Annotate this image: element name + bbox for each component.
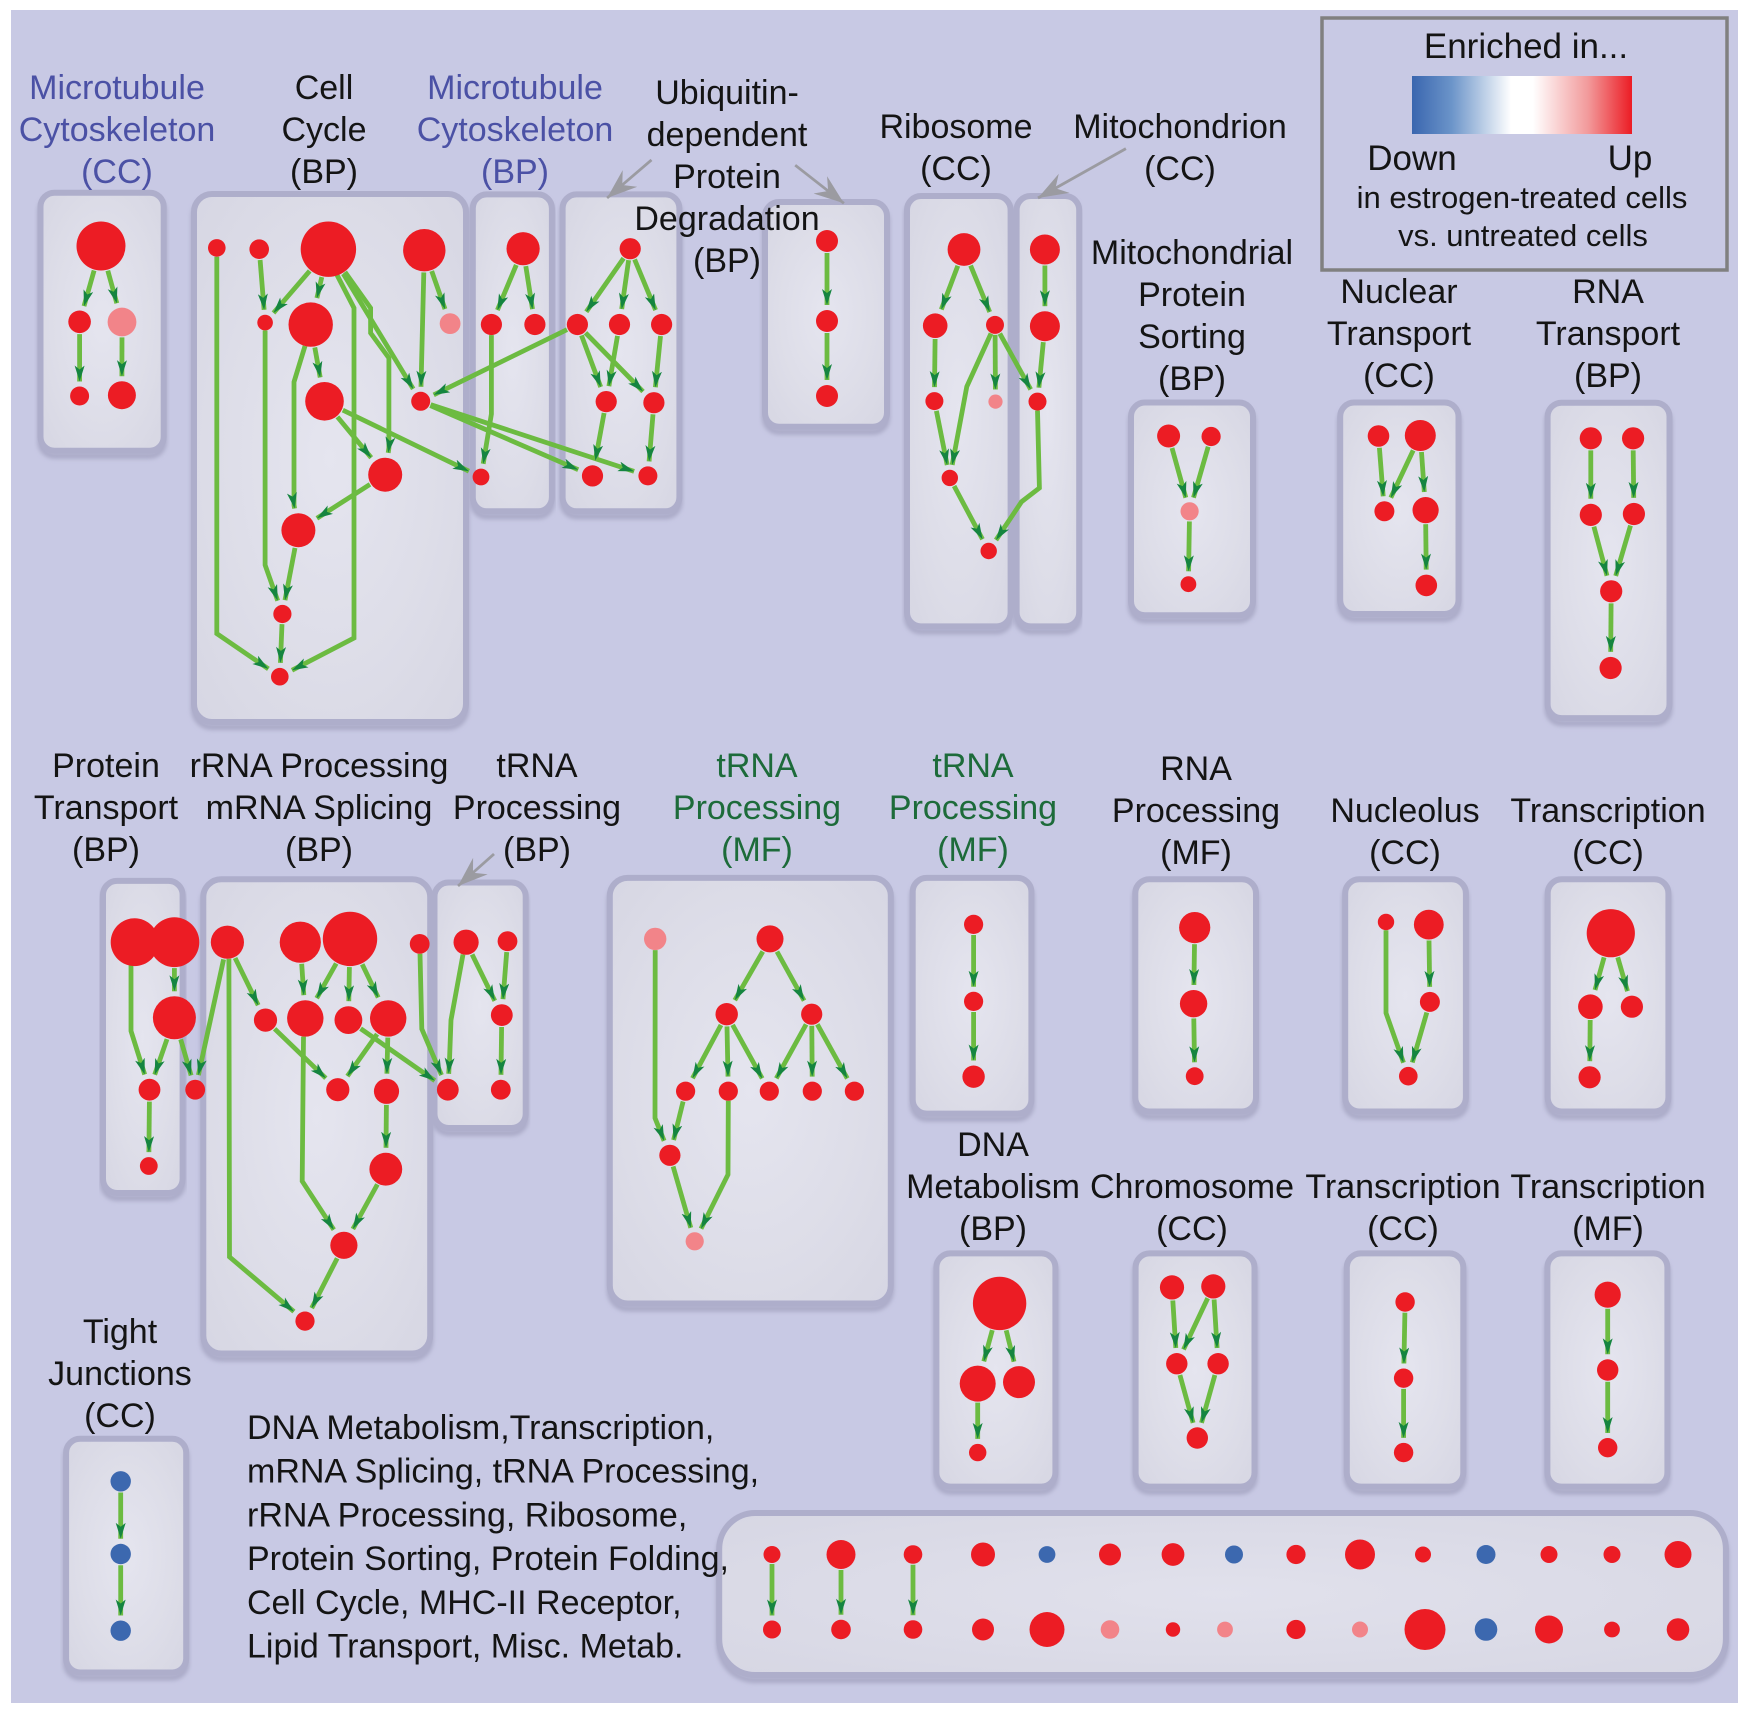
svg-text:Nucleolus: Nucleolus: [1330, 792, 1479, 830]
svg-text:RNA: RNA: [1572, 273, 1644, 311]
svg-text:Cycle: Cycle: [281, 111, 366, 149]
svg-text:mRNA Splicing, tRNA Processing: mRNA Splicing, tRNA Processing,: [247, 1453, 759, 1491]
svg-text:Ribosome: Ribosome: [879, 108, 1032, 146]
svg-text:(MF): (MF): [1160, 834, 1232, 872]
svg-text:Ubiquitin-: Ubiquitin-: [655, 74, 799, 112]
svg-text:Metabolism: Metabolism: [906, 1168, 1080, 1206]
svg-text:(CC): (CC): [81, 153, 153, 191]
svg-text:Nuclear: Nuclear: [1340, 273, 1457, 311]
svg-text:Processing: Processing: [673, 789, 841, 827]
svg-text:Processing: Processing: [453, 789, 621, 827]
svg-text:Junctions: Junctions: [48, 1355, 192, 1393]
svg-text:rRNA Processing: rRNA Processing: [190, 747, 449, 785]
svg-text:Cell: Cell: [295, 69, 354, 107]
svg-text:Protein: Protein: [1138, 276, 1246, 314]
svg-text:DNA Metabolism,Transcription,: DNA Metabolism,Transcription,: [247, 1409, 714, 1447]
svg-text:dependent: dependent: [647, 116, 808, 154]
svg-text:(CC): (CC): [920, 150, 992, 188]
svg-text:rRNA Processing, Ribosome,: rRNA Processing, Ribosome,: [247, 1496, 687, 1534]
svg-text:(MF): (MF): [937, 831, 1009, 869]
svg-text:Chromosome: Chromosome: [1090, 1168, 1294, 1206]
svg-text:(MF): (MF): [721, 831, 793, 869]
svg-text:Up: Up: [1608, 139, 1653, 178]
svg-text:Transcription: Transcription: [1510, 792, 1705, 830]
svg-text:(BP): (BP): [1158, 360, 1226, 398]
svg-text:(BP): (BP): [959, 1210, 1027, 1248]
svg-text:Cytoskeleton: Cytoskeleton: [417, 111, 614, 149]
svg-text:Enriched in...: Enriched in...: [1424, 27, 1628, 66]
svg-text:Processing: Processing: [889, 789, 1057, 827]
svg-text:vs. untreated cells: vs. untreated cells: [1398, 218, 1648, 253]
svg-text:(CC): (CC): [84, 1397, 156, 1435]
svg-text:Lipid Transport, Misc. Metab.: Lipid Transport, Misc. Metab.: [247, 1628, 684, 1666]
svg-text:Sorting: Sorting: [1138, 318, 1246, 356]
svg-text:RNA: RNA: [1160, 750, 1232, 788]
svg-text:Microtubule: Microtubule: [29, 69, 205, 107]
svg-text:tRNA: tRNA: [496, 747, 578, 785]
svg-text:Cell Cycle, MHC-II Receptor,: Cell Cycle, MHC-II Receptor,: [247, 1584, 682, 1622]
svg-text:(CC): (CC): [1369, 834, 1441, 872]
svg-text:Protein: Protein: [673, 158, 781, 196]
svg-text:(CC): (CC): [1367, 1210, 1439, 1248]
svg-text:Transcription: Transcription: [1510, 1168, 1705, 1206]
svg-text:(BP): (BP): [72, 831, 140, 869]
svg-text:Cytoskeleton: Cytoskeleton: [19, 111, 216, 149]
svg-text:Transport: Transport: [1327, 315, 1472, 353]
svg-text:Transport: Transport: [34, 789, 179, 827]
svg-text:Transcription: Transcription: [1305, 1168, 1500, 1206]
svg-text:Transport: Transport: [1536, 315, 1681, 353]
svg-text:(BP): (BP): [290, 153, 358, 191]
svg-text:(MF): (MF): [1572, 1210, 1644, 1248]
svg-text:(BP): (BP): [503, 831, 571, 869]
svg-text:Down: Down: [1367, 139, 1456, 178]
svg-text:(CC): (CC): [1156, 1210, 1228, 1248]
svg-text:in estrogen-treated cells: in estrogen-treated cells: [1357, 180, 1688, 215]
svg-text:Mitochondrion: Mitochondrion: [1073, 108, 1287, 146]
svg-text:(CC): (CC): [1363, 357, 1435, 395]
svg-text:Tight: Tight: [83, 1313, 158, 1351]
svg-text:Microtubule: Microtubule: [427, 69, 603, 107]
svg-text:(BP): (BP): [693, 242, 761, 280]
svg-text:Processing: Processing: [1112, 792, 1280, 830]
svg-text:tRNA: tRNA: [716, 747, 798, 785]
svg-text:Protein: Protein: [52, 747, 160, 785]
svg-text:Mitochondrial: Mitochondrial: [1091, 234, 1293, 272]
svg-text:(BP): (BP): [481, 153, 549, 191]
svg-text:(BP): (BP): [1574, 357, 1642, 395]
svg-text:Protein Sorting, Protein Foldi: Protein Sorting, Protein Folding,: [247, 1540, 729, 1578]
svg-text:mRNA Splicing: mRNA Splicing: [206, 789, 433, 827]
svg-text:tRNA: tRNA: [932, 747, 1014, 785]
svg-text:(BP): (BP): [285, 831, 353, 869]
svg-text:(CC): (CC): [1144, 150, 1216, 188]
svg-text:DNA: DNA: [957, 1126, 1029, 1164]
svg-text:(CC): (CC): [1572, 834, 1644, 872]
svg-text:Degradation: Degradation: [634, 200, 819, 238]
